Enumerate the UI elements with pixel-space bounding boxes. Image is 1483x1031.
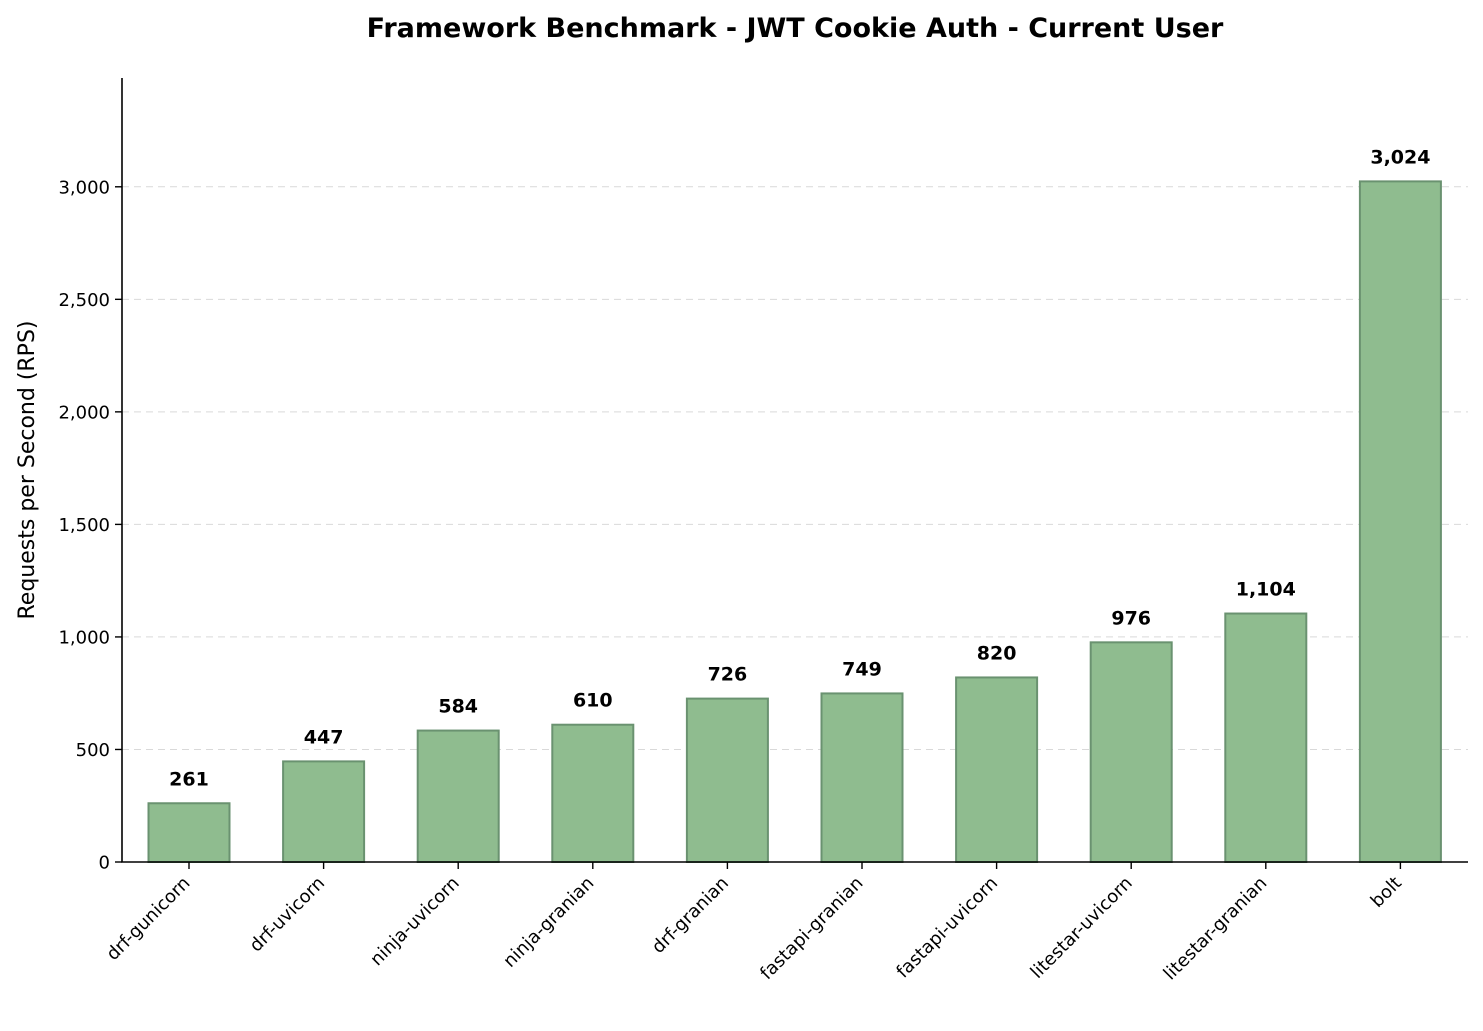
y-tick-label: 0 (99, 853, 110, 874)
y-tick-label: 1,500 (58, 515, 110, 536)
value-label: 749 (842, 658, 882, 680)
y-tick-label: 3,000 (58, 177, 110, 198)
x-tick-label: fastapi-uvicorn (892, 873, 1002, 983)
bar-litestar-granian (1224, 612, 1308, 863)
x-tick-label: ninja-uvicorn (366, 873, 463, 970)
value-label: 584 (438, 696, 478, 718)
bar-bolt (1358, 180, 1442, 864)
bar-drf-gunicorn (147, 802, 231, 863)
value-label: 1,104 (1236, 579, 1296, 601)
value-label: 3,024 (1370, 146, 1430, 168)
bar-drf-granian (685, 697, 769, 863)
bar-fastapi-uvicorn (955, 676, 1039, 864)
x-axis-ticks: drf-gunicorn drf-uvicorn ninja-uvicorn ninj… (102, 862, 1406, 984)
y-tick-label: 1,000 (58, 627, 110, 648)
x-tick-label: ninja-granian (499, 873, 598, 972)
x-tick-label: fastapi-granian (756, 873, 867, 984)
bar-litestar-uvicorn (1089, 641, 1173, 863)
x-tick-label: drf-granian (648, 873, 733, 958)
value-label: 976 (1111, 607, 1151, 629)
y-tick-label: 500 (76, 740, 110, 761)
x-tick-label: drf-gunicorn (102, 873, 194, 965)
bar-fastapi-granian (820, 692, 904, 863)
chart-title: Framework Benchmark - JWT Cookie Auth - … (367, 13, 1224, 44)
value-label: 610 (573, 690, 613, 712)
bar-drf-uvicorn (282, 760, 366, 864)
y-axis-ticks: 0 500 1,000 1,500 2,000 2,500 3,000 (58, 177, 122, 874)
x-tick-label: bolt (1367, 873, 1406, 912)
bars (147, 180, 1442, 864)
y-axis-label: Requests per Second (RPS) (15, 321, 40, 620)
value-labels: 261 447 584 610 726 749 820 976 1,104 3,024 (169, 146, 1430, 790)
axes (121, 78, 1468, 863)
value-label: 820 (977, 642, 1017, 664)
x-tick-label: litestar-uvicorn (1027, 873, 1137, 983)
y-tick-label: 2,500 (58, 290, 110, 311)
bar-ninja-uvicorn (416, 729, 500, 864)
x-tick-label: litestar-granian (1160, 873, 1272, 985)
value-label: 447 (304, 726, 344, 748)
y-tick-label: 2,000 (58, 402, 110, 423)
bar-ninja-granian (551, 723, 635, 863)
value-label: 726 (708, 664, 748, 686)
value-label: 261 (169, 768, 209, 790)
x-tick-label: drf-uvicorn (246, 873, 330, 957)
